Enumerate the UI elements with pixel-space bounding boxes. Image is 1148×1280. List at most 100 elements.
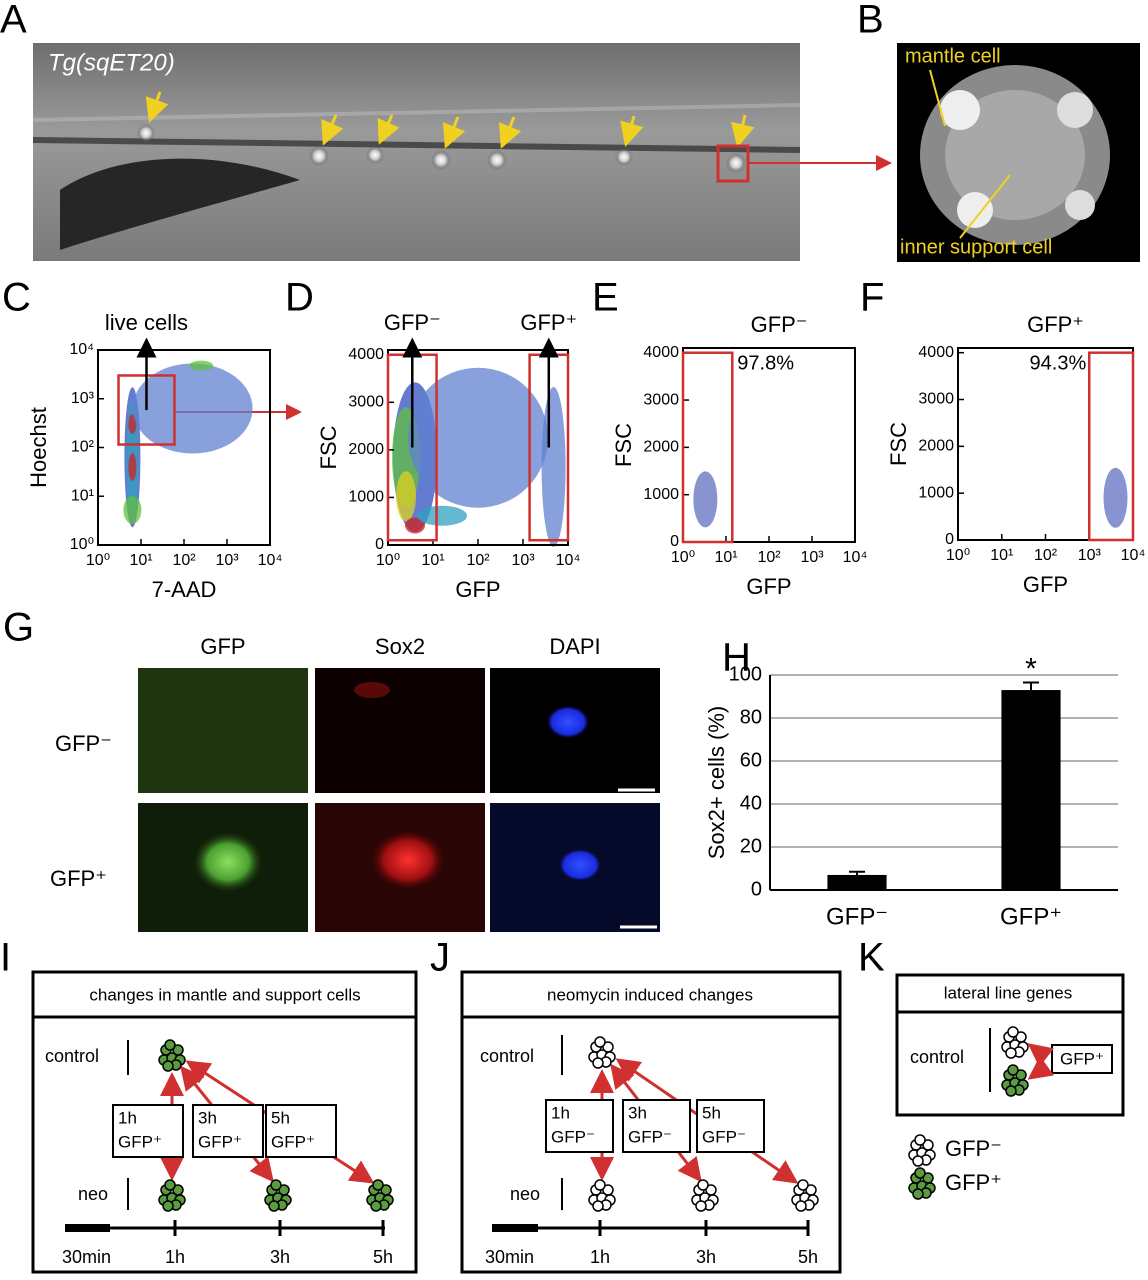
- x-tick-label: 10¹: [714, 549, 737, 566]
- cell: [797, 1179, 809, 1191]
- cell: [914, 1134, 926, 1146]
- panel-label: K: [858, 936, 885, 980]
- plot-title: GFP⁻: [751, 312, 808, 337]
- gate: [681, 351, 734, 544]
- box-label: GFP⁻: [702, 1127, 746, 1146]
- y-tick-label: 4000: [643, 344, 679, 361]
- error-bar: [849, 870, 865, 875]
- cell: [912, 1155, 924, 1167]
- cell: [164, 1039, 176, 1051]
- cell-icon: [908, 1134, 936, 1167]
- panel-label: A: [0, 0, 27, 42]
- annotation: inner support cell: [900, 236, 1052, 258]
- cell: [912, 1188, 924, 1200]
- box-label: GFP⁺: [1060, 1049, 1104, 1068]
- y-tick-label: 10⁰: [70, 536, 94, 553]
- box-label: 5h: [702, 1103, 721, 1122]
- density-cloud: [405, 517, 425, 534]
- x-tick-label: 10⁴: [556, 552, 581, 569]
- neuromast-image: [897, 43, 1140, 262]
- cell: [914, 1167, 926, 1179]
- density-cloud: [693, 471, 718, 528]
- x-tick-label: 10³: [215, 552, 239, 569]
- x-tick-label: 10⁴: [1121, 547, 1146, 564]
- cell-icon: [588, 1036, 616, 1069]
- y-tick-label: 2000: [643, 439, 679, 456]
- y-tick-label: 10¹: [71, 487, 94, 504]
- x-tick-label: 10⁰: [86, 552, 110, 569]
- row-label: control: [45, 1046, 99, 1066]
- y-tick-label: 4000: [348, 346, 384, 363]
- significance-mark: *: [1025, 652, 1037, 685]
- x-axis-label: GFP: [746, 574, 791, 599]
- gate-label: GFP⁻: [384, 310, 441, 335]
- box-label: GFP⁺: [271, 1132, 315, 1151]
- condition-box: [265, 1104, 337, 1158]
- density-cloud: [132, 363, 253, 454]
- panel-label: H: [722, 636, 751, 680]
- x-axis-label: GFP: [455, 577, 500, 602]
- condition-boxes: 1h GFP⁺ 3h GFP⁺ 5h GFP⁺: [112, 1104, 337, 1158]
- schematic-arrows: [1027, 1043, 1055, 1080]
- y-tick-label: 10³: [71, 390, 95, 407]
- condition-boxes: 1h GFP⁻ 3h GFP⁻ 5h GFP⁻: [545, 1099, 765, 1153]
- x-tick-label: 10³: [800, 549, 824, 566]
- box-label: GFP⁻: [551, 1127, 595, 1146]
- time-label: 30min: [485, 1247, 534, 1267]
- x-tick-label: GFP⁻: [826, 903, 888, 930]
- column-header: DAPI: [549, 634, 600, 659]
- schematic-title: changes in mantle and support cells: [89, 985, 360, 1004]
- y-axis-label: Hoechst: [26, 407, 51, 488]
- gate-label: GFP⁺: [520, 310, 577, 335]
- density-cloud: [417, 505, 467, 526]
- x-tick-label: 10⁰: [671, 549, 695, 566]
- cell-icon: [588, 1179, 616, 1212]
- density-cloud: [123, 495, 142, 524]
- y-tick-label: 10²: [71, 439, 95, 456]
- panel-label: I: [0, 936, 11, 980]
- annotation: Tg(sqET20): [48, 49, 175, 76]
- y-tick-label: 1000: [643, 486, 679, 503]
- row-label: GFP⁻: [55, 731, 112, 756]
- time-label: 5h: [798, 1247, 818, 1267]
- time-label: 3h: [696, 1247, 716, 1267]
- annotation: mantle cell: [905, 45, 1001, 67]
- gate-label: 94.3%: [1030, 352, 1087, 374]
- x-tick-label: 10³: [1078, 547, 1102, 564]
- box-label: GFP⁺: [198, 1132, 242, 1151]
- cell: [162, 1200, 174, 1212]
- x-tick-label: 10²: [466, 552, 490, 569]
- y-tick-label: 0: [945, 531, 954, 548]
- time-label: 3h: [270, 1247, 290, 1267]
- cell: [162, 1060, 174, 1072]
- schematic-frame: [895, 973, 1125, 1117]
- x-tick-label: 10²: [1034, 547, 1058, 564]
- y-tick-label: 3000: [918, 391, 954, 408]
- x-tick-label: 10³: [511, 552, 535, 569]
- y-tick-label: 2000: [348, 441, 384, 458]
- schematic-frame: [31, 970, 418, 1274]
- cell: [1005, 1085, 1017, 1097]
- cell-icon: [691, 1179, 719, 1212]
- row-label: control: [480, 1046, 534, 1066]
- y-tick-label: 10⁴: [69, 341, 94, 358]
- x-tick-label: 10¹: [421, 552, 444, 569]
- cell-icon: [366, 1179, 394, 1212]
- panel-label: D: [285, 276, 314, 320]
- gate: [1088, 351, 1135, 542]
- error-bar: [1023, 681, 1039, 691]
- density-cloud: [541, 387, 566, 547]
- cell: [592, 1057, 604, 1069]
- cell: [695, 1200, 707, 1212]
- y-tick-label: 40: [740, 792, 762, 814]
- cell: [697, 1179, 709, 1191]
- density-cloud: [128, 453, 137, 481]
- y-tick-label: 0: [375, 536, 384, 553]
- density-cloud: [189, 360, 214, 371]
- bar: [1001, 690, 1061, 890]
- density-cloud: [1103, 467, 1128, 528]
- cell: [268, 1200, 280, 1212]
- condition-box: [192, 1104, 264, 1158]
- y-tick-label: 0: [751, 878, 762, 900]
- y-tick-label: 100: [729, 663, 762, 685]
